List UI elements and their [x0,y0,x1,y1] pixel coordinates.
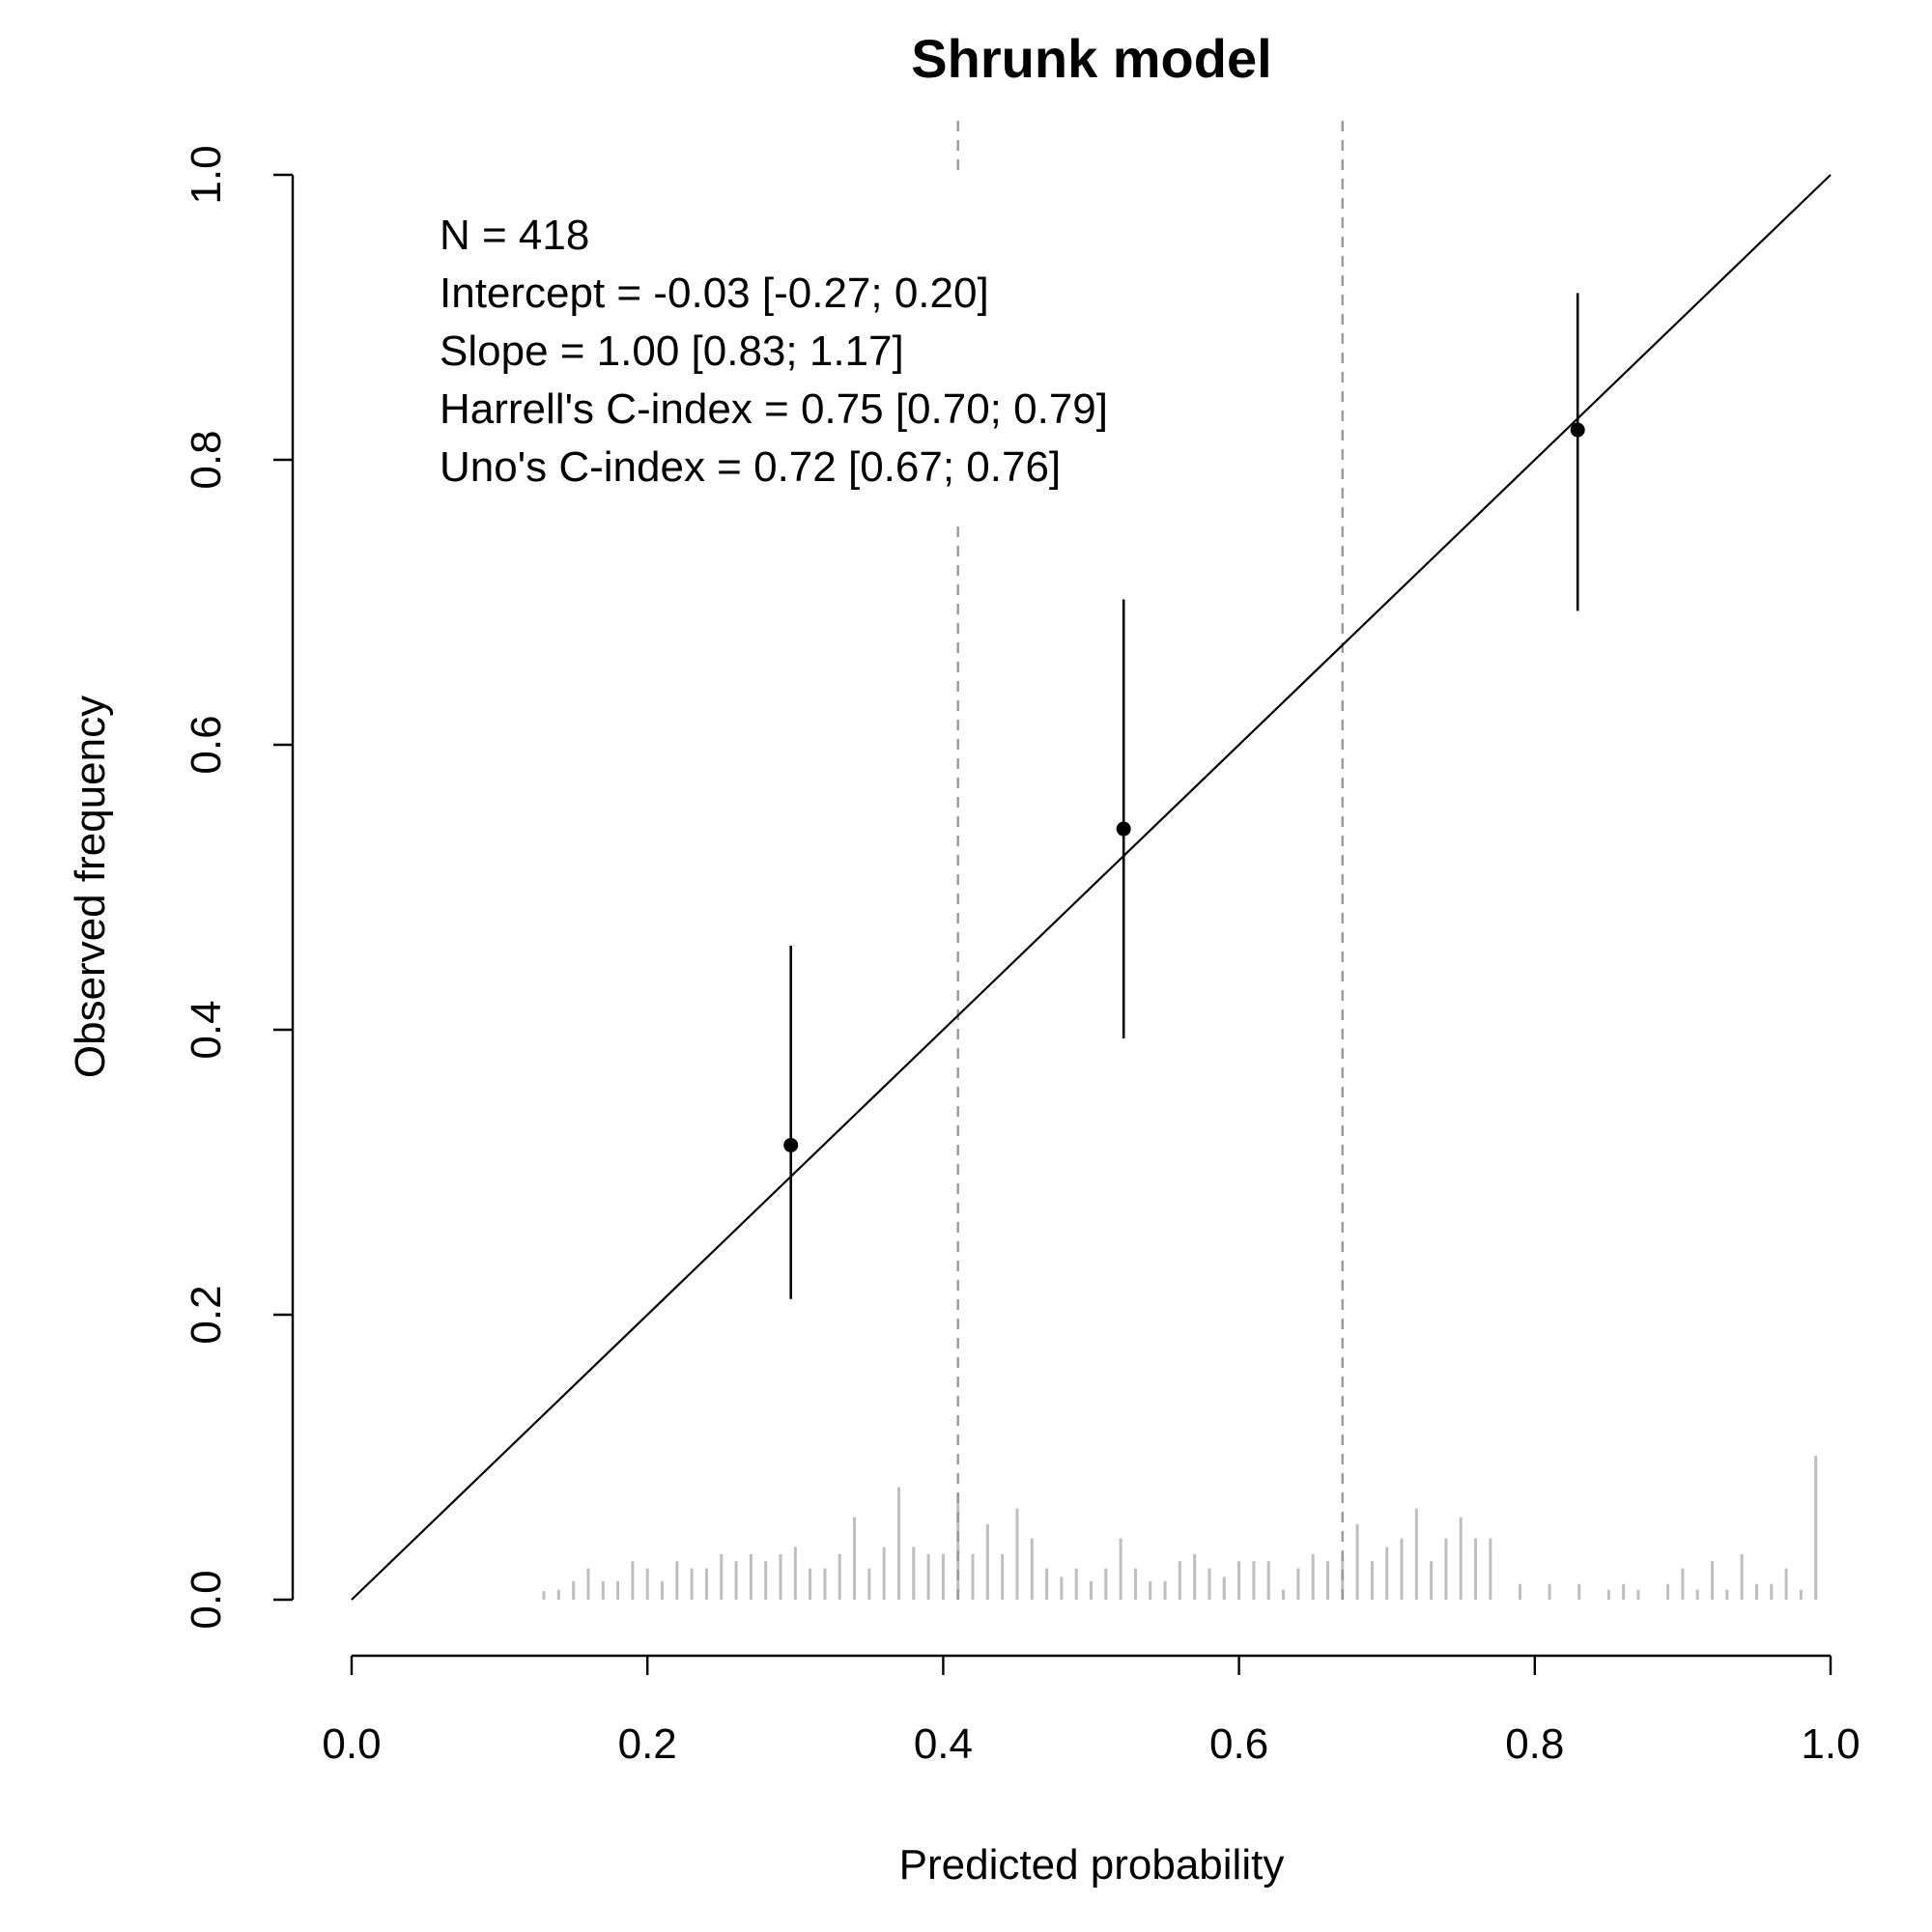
x-axis-label: Predicted probability [899,1841,1285,1889]
x-tick-label: 1.0 [1801,1720,1860,1768]
point-layer [783,293,1585,1299]
rug-layer [542,1456,1818,1600]
y-ticks: 0.0 0.2 0.4 0.6 0.8 1.0 [183,145,293,1630]
chart-title: Shrunk model [911,28,1271,89]
data-point [1116,821,1131,837]
y-axis: 0.0 0.2 0.4 0.6 0.8 1.0 [183,145,295,1630]
data-point [1570,422,1585,438]
y-axis-label: Observed frequency [67,696,114,1078]
y-tick-label: 1.0 [183,145,230,204]
x-tick-label: 0.0 [322,1720,381,1768]
annotation-n: N = 418 [440,212,589,259]
annotation-intercept: Intercept = -0.03 [-0.27; 0.20] [440,270,989,317]
x-tick-label: 0.2 [618,1720,677,1768]
reference-line [351,174,1832,1601]
x-tick-label: 0.8 [1505,1720,1564,1768]
y-tick-label: 0.0 [183,1570,230,1629]
x-ticks: 0.0 0.2 0.4 0.6 0.8 1.0 [322,1656,1861,1768]
data-point [783,1137,799,1152]
cutoff-layer [956,121,1344,1600]
x-tick-label: 0.6 [1209,1720,1268,1768]
y-tick-label: 0.6 [183,715,230,774]
y-tick-label: 0.2 [183,1285,230,1344]
stats-annotations: N = 418 Intercept = -0.03 [-0.27; 0.20] … [440,212,1108,491]
annotation-slope: Slope = 1.00 [0.83; 1.17] [440,327,904,375]
y-tick-label: 0.4 [183,1000,230,1059]
x-tick-label: 0.4 [914,1720,973,1768]
x-axis: 0.0 0.2 0.4 0.6 0.8 1.0 [322,1654,1861,1768]
annotation-harrell-c: Harrell's C-index = 0.75 [0.70; 0.79] [440,385,1108,433]
annotation-uno-c: Uno's C-index = 0.72 [0.67; 0.76] [440,443,1061,491]
y-tick-label: 0.8 [183,430,230,489]
